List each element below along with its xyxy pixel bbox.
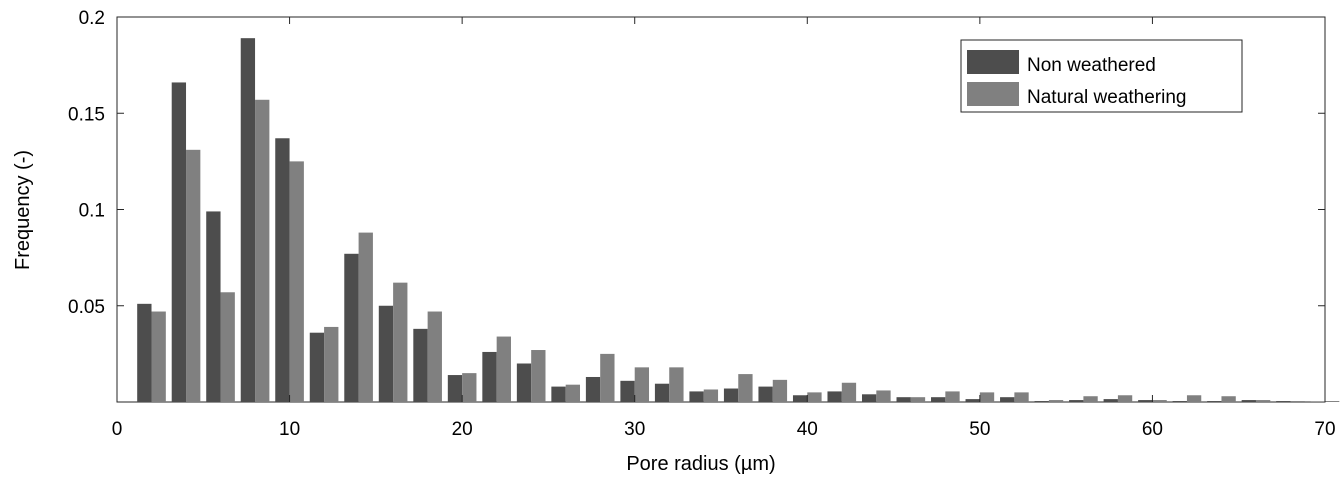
bar-non-weathered-28	[585, 376, 601, 402]
bar-non-weathered-64	[1207, 401, 1222, 402]
x-tick-label: 0	[112, 419, 123, 440]
bar-natural-weathering-30	[634, 367, 650, 402]
bar-non-weathered-20	[447, 375, 463, 402]
bar-non-weathered-66	[1241, 400, 1256, 402]
bar-natural-weathering-68	[1290, 401, 1305, 402]
bar-non-weathered-54	[1034, 401, 1049, 402]
bar-non-weathered-38	[758, 386, 773, 402]
bar-natural-weathering-22	[496, 336, 511, 402]
bar-natural-weathering-56	[1083, 396, 1098, 402]
bar-natural-weathering-60	[1152, 400, 1167, 402]
bar-non-weathered-68	[1276, 401, 1291, 402]
bar-natural-weathering-38	[772, 379, 788, 402]
x-tick-label: 20	[452, 419, 473, 440]
legend: Non weathered Natural weathering	[960, 39, 1243, 113]
bar-non-weathered-32	[654, 383, 670, 402]
bar-non-weathered-12	[309, 332, 325, 402]
bar-natural-weathering-62	[1186, 395, 1202, 402]
x-tick-label: 10	[279, 419, 300, 440]
y-tick-label: 0.15	[68, 104, 105, 125]
bar-non-weathered-10	[275, 138, 290, 402]
bars-group	[137, 38, 1340, 403]
bar-natural-weathering-48	[945, 391, 960, 402]
bar-non-weathered-60	[1138, 400, 1153, 402]
x-tick-label: 40	[797, 419, 818, 440]
bar-non-weathered-40	[792, 395, 808, 402]
x-tick-label: 60	[1142, 419, 1163, 440]
bar-natural-weathering-10	[289, 161, 304, 403]
legend-label-natural-weathering: Natural weathering	[1027, 87, 1186, 108]
bar-natural-weathering-8	[255, 99, 270, 402]
bar-natural-weathering-34	[703, 389, 719, 402]
bar-non-weathered-58	[1103, 399, 1118, 402]
bar-natural-weathering-24	[531, 350, 546, 402]
bar-natural-weathering-58	[1117, 395, 1133, 402]
bar-natural-weathering-54	[1048, 400, 1064, 402]
bar-non-weathered-46	[896, 397, 911, 402]
bar-natural-weathering-64	[1221, 396, 1236, 402]
bar-natural-weathering-12	[324, 326, 339, 402]
bar-natural-weathering-36	[738, 374, 753, 402]
bar-natural-weathering-14	[358, 232, 373, 402]
y-axis-title: Frequency (-)	[12, 150, 34, 270]
bar-non-weathered-24	[516, 363, 532, 402]
bar-natural-weathering-70	[1325, 401, 1340, 402]
bar-non-weathered-42	[827, 391, 842, 402]
y-tick-label: 0.2	[79, 8, 105, 29]
bar-non-weathered-48	[931, 397, 946, 402]
x-axis-title: Pore radius (µm)	[626, 453, 775, 475]
y-tick-label: 0.05	[68, 297, 105, 318]
bar-natural-weathering-16	[393, 282, 408, 402]
legend-swatch-non-weathered	[967, 50, 1019, 74]
bar-non-weathered-6	[206, 211, 221, 402]
bar-natural-weathering-28	[600, 353, 615, 403]
bar-natural-weathering-66	[1255, 400, 1271, 402]
bar-non-weathered-26	[551, 386, 566, 402]
x-tick-label: 70	[1314, 419, 1335, 440]
bar-natural-weathering-40	[807, 392, 822, 403]
bar-non-weathered-56	[1069, 400, 1084, 402]
bar-natural-weathering-52	[1014, 392, 1029, 403]
bar-non-weathered-50	[965, 399, 980, 402]
bar-natural-weathering-26	[565, 384, 581, 402]
x-tick-label: 50	[969, 419, 990, 440]
bar-non-weathered-52	[1000, 397, 1015, 402]
y-tick-label: 0.1	[79, 201, 105, 222]
legend-label-non-weathered: Non weathered	[1027, 55, 1156, 76]
bar-non-weathered-16	[378, 305, 394, 402]
bar-non-weathered-22	[482, 351, 497, 402]
x-tick-label: 30	[624, 419, 645, 440]
y-axis: 0.05 0.1 0.15 0.2	[68, 8, 1325, 318]
legend-swatch-natural-weathering	[967, 82, 1019, 106]
x-axis: 0 10 20 30 40 50 60 70	[112, 17, 1336, 440]
bar-natural-weathering-44	[876, 390, 891, 402]
bar-non-weathered-14	[344, 253, 359, 402]
bar-natural-weathering-46	[910, 397, 926, 402]
bar-non-weathered-4	[171, 82, 187, 402]
bar-natural-weathering-2	[151, 311, 166, 402]
bar-natural-weathering-32	[669, 367, 684, 402]
bar-non-weathered-34	[689, 391, 704, 402]
bar-non-weathered-8	[240, 38, 256, 403]
bar-natural-weathering-18	[427, 311, 442, 402]
bar-non-weathered-18	[413, 328, 428, 402]
bar-non-weathered-30	[620, 380, 635, 402]
bar-non-weathered-62	[1172, 401, 1187, 402]
bar-natural-weathering-42	[841, 382, 857, 402]
bar-non-weathered-2	[137, 303, 152, 402]
bar-natural-weathering-6	[220, 292, 235, 402]
bar-natural-weathering-20	[462, 373, 477, 403]
bar-non-weathered-44	[861, 394, 877, 402]
bar-natural-weathering-50	[979, 392, 995, 403]
bar-non-weathered-36	[723, 388, 739, 402]
bar-natural-weathering-4	[186, 149, 201, 402]
